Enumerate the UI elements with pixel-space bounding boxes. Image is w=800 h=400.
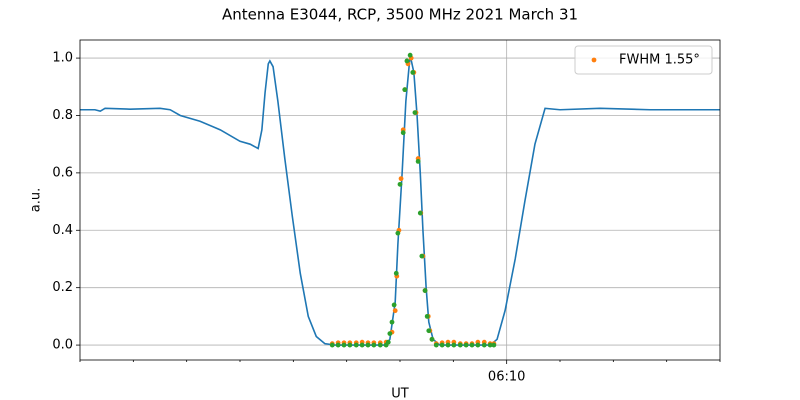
point [371, 342, 377, 348]
point [400, 130, 406, 136]
point [341, 342, 347, 348]
y-tick-label: 0.6 [52, 165, 73, 180]
point [393, 270, 399, 276]
x-tick-label: 06:10 [488, 370, 525, 385]
point [387, 331, 393, 336]
point [353, 342, 359, 348]
y-axis-label: a.u. [29, 188, 44, 212]
point [491, 342, 497, 348]
point [377, 342, 383, 348]
point [475, 342, 481, 348]
point [407, 52, 413, 58]
legend-marker [591, 57, 597, 63]
point [429, 336, 435, 342]
point [426, 328, 432, 334]
point [398, 176, 404, 182]
point [422, 288, 428, 293]
point [412, 110, 418, 116]
point [417, 210, 423, 216]
legend-box [574, 45, 713, 75]
y-tick-label: 0.4 [52, 223, 73, 238]
point [415, 158, 421, 164]
point [395, 230, 401, 236]
y-tick-label: 1.0 [52, 51, 73, 66]
point [463, 342, 469, 348]
plot-frame [79, 39, 721, 361]
point [335, 342, 341, 348]
point [451, 342, 457, 348]
point [392, 308, 398, 314]
point [469, 342, 475, 348]
point [347, 342, 353, 348]
point [424, 313, 430, 319]
point [404, 58, 410, 64]
point [481, 342, 487, 348]
point [487, 342, 493, 348]
point [391, 302, 397, 308]
x-axis-label: UT [391, 387, 409, 400]
point [397, 181, 403, 187]
point [439, 342, 445, 348]
point [402, 87, 408, 93]
point [365, 342, 371, 348]
chart-title: Antenna E3044, RCP, 3500 MHz 2021 March … [222, 6, 578, 24]
y-tick-label: 0.8 [52, 108, 73, 123]
point [457, 342, 463, 348]
line [80, 55, 720, 346]
point [359, 342, 365, 348]
point [445, 342, 451, 348]
point [329, 342, 335, 348]
point [410, 70, 416, 75]
y-tick-label: 0.0 [52, 338, 73, 353]
point [385, 339, 391, 345]
point [419, 253, 425, 259]
point [433, 342, 439, 348]
y-tick-label: 0.2 [52, 280, 73, 295]
point [389, 319, 395, 325]
legend-label: FWHM 1.55° [619, 53, 700, 68]
